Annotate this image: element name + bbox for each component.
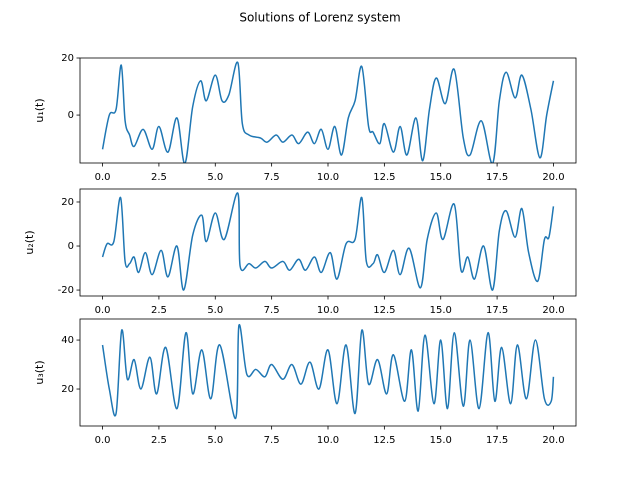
- x-tick-label: 10.0: [317, 172, 339, 183]
- x-tick-label: 10.0: [317, 305, 339, 316]
- y-tick-label: 0: [68, 110, 74, 121]
- x-tick-label: 15.0: [430, 172, 452, 183]
- x-tick-label: 5.0: [207, 172, 223, 183]
- x-tick-label: 0.0: [95, 305, 111, 316]
- x-tick-label: 5.0: [207, 435, 223, 446]
- y-tick-label: 20: [61, 197, 74, 208]
- x-tick-label: 5.0: [207, 305, 223, 316]
- x-tick-label: 12.5: [373, 172, 395, 183]
- figure-title: Solutions of Lorenz system: [239, 11, 400, 25]
- x-tick-label: 12.5: [373, 435, 395, 446]
- x-tick-label: 7.5: [264, 435, 280, 446]
- axes-frame: [79, 188, 577, 297]
- y-tick-label: 40: [61, 335, 74, 346]
- x-tick-label: 17.5: [486, 305, 508, 316]
- data-line: [101, 192, 555, 291]
- y-axis-label: u₁(t): [33, 98, 46, 122]
- y-tick-label: 20: [61, 53, 74, 64]
- x-tick-label: 17.5: [486, 172, 508, 183]
- x-tick-label: 15.0: [430, 435, 452, 446]
- y-axis-label: u₃(t): [33, 360, 46, 384]
- x-tick-label: 0.0: [95, 172, 111, 183]
- x-tick-label: 20.0: [542, 435, 564, 446]
- axes-frame: [79, 318, 577, 427]
- x-tick-label: 20.0: [542, 172, 564, 183]
- x-tick-label: 2.5: [151, 435, 167, 446]
- x-tick-label: 20.0: [542, 305, 564, 316]
- y-tick-label: 0: [68, 241, 74, 252]
- y-tick-label: -20: [58, 285, 74, 296]
- axes-frame: [79, 57, 577, 164]
- x-tick-label: 12.5: [373, 305, 395, 316]
- x-tick-label: 15.0: [430, 305, 452, 316]
- x-tick-label: 7.5: [264, 172, 280, 183]
- x-tick-label: 2.5: [151, 172, 167, 183]
- y-tick-label: 20: [61, 384, 74, 395]
- x-tick-label: 2.5: [151, 305, 167, 316]
- x-tick-label: 10.0: [317, 435, 339, 446]
- x-tick-label: 0.0: [95, 435, 111, 446]
- data-line: [101, 324, 555, 420]
- y-axis-label: u₂(t): [23, 230, 36, 254]
- data-line: [101, 61, 555, 163]
- x-tick-label: 17.5: [486, 435, 508, 446]
- x-tick-label: 7.5: [264, 305, 280, 316]
